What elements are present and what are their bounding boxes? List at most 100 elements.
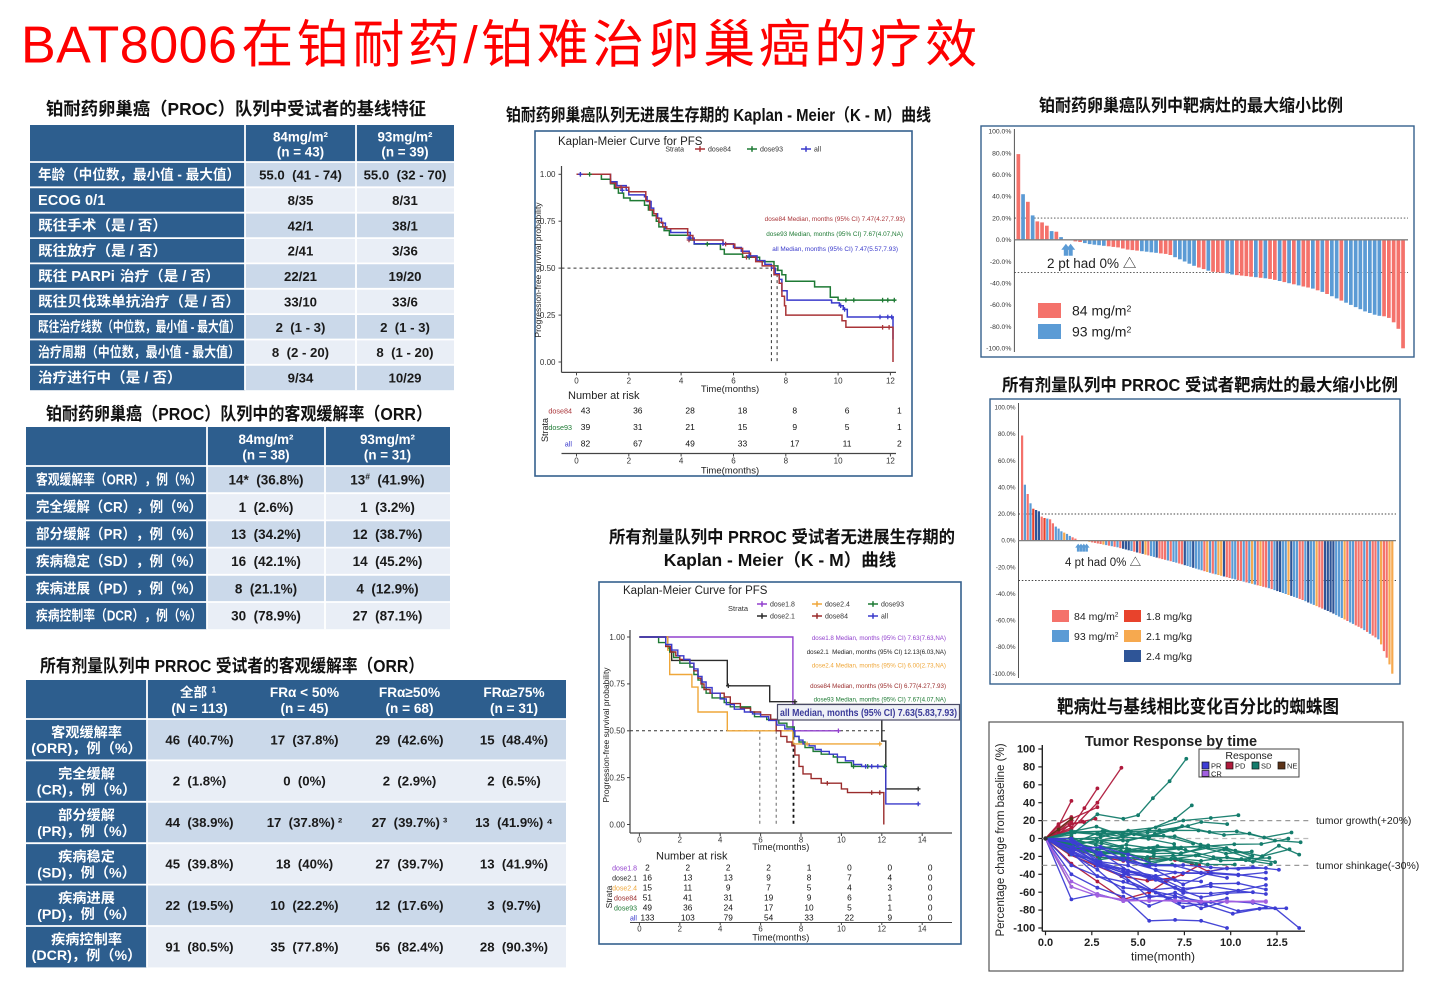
svg-text:3/36: 3/36 (392, 244, 418, 259)
svg-text:Strata: Strata (665, 147, 684, 154)
svg-text:-20: -20 (1019, 851, 1035, 863)
svg-text:2: 2 (1127, 325, 1132, 335)
svg-text:0.50: 0.50 (609, 727, 625, 736)
svg-text:10: 10 (804, 903, 814, 913)
svg-text:/: / (463, 17, 481, 75)
svg-text:/: / (140, 370, 152, 386)
svg-text:PRROC: PRROC (723, 527, 791, 547)
svg-text:Progression-free survival prob: Progression-free survival probability (601, 667, 611, 803)
svg-text:-: - (188, 318, 197, 335)
svg-text:%: % (115, 741, 128, 757)
svg-text:³: ³ (443, 815, 448, 830)
svg-text:13 (41.9%): 13 (41.9%) (475, 815, 543, 830)
svg-text:Strata: Strata (540, 418, 550, 442)
svg-text:10: 10 (837, 925, 846, 934)
svg-text:0: 0 (928, 903, 933, 913)
svg-text:46 (40.7%): 46 (40.7%) (165, 732, 233, 747)
svg-text:8/31: 8/31 (392, 193, 418, 208)
svg-text:17 (37.8%): 17 (37.8%) (270, 732, 338, 747)
svg-text:PRROC: PRROC (150, 656, 216, 676)
svg-text:17 (37.8%): 17 (37.8%) (267, 815, 335, 830)
svg-text:1: 1 (897, 422, 902, 432)
svg-text:time(month): time(month) (1131, 950, 1195, 964)
svg-text:93mg/m²: 93mg/m² (377, 130, 433, 145)
svg-text:dose84: dose84 (548, 407, 572, 416)
svg-text:dose93 Median, months (95% CI): dose93 Median, months (95% CI) 7.67(4.07… (766, 231, 903, 238)
svg-text:33/6: 33/6 (392, 294, 418, 309)
svg-text:20.0%: 20.0% (992, 215, 1011, 222)
svg-text:45 (39.8%): 45 (39.8%) (165, 857, 233, 872)
svg-text:12: 12 (886, 376, 895, 385)
svg-text:8 (1 - 20): 8 (1 - 20) (376, 345, 433, 360)
svg-text:Kaplan - Meier: Kaplan - Meier (729, 106, 835, 125)
svg-text:Number at risk: Number at risk (656, 851, 728, 863)
svg-text:FRα≥75%: FRα≥75% (483, 685, 544, 700)
svg-text:all Median, months (95% CI) 7.: all Median, months (95% CI) 7.63(5.83,7.… (780, 708, 957, 719)
svg-text:2: 2 (627, 376, 632, 385)
svg-text:1 (3.2%): 1 (3.2%) (360, 500, 415, 515)
svg-text:Time(months): Time(months) (752, 933, 809, 943)
svg-text:84mg/m²: 84mg/m² (273, 130, 329, 145)
svg-text:²: ² (338, 815, 343, 830)
svg-text:%: % (109, 907, 122, 923)
svg-text:Time(months): Time(months) (752, 842, 809, 852)
svg-text:2: 2 (766, 863, 771, 873)
svg-text:6: 6 (845, 406, 850, 416)
svg-text:ORR: ORR (380, 404, 416, 424)
svg-text:PD: PD (104, 580, 123, 597)
svg-text:5: 5 (807, 883, 812, 893)
svg-text:54: 54 (764, 913, 774, 923)
svg-text:4 (12.9%): 4 (12.9%) (356, 581, 418, 596)
svg-text:(n = 68): (n = 68) (386, 701, 434, 716)
svg-text:⁴: ⁴ (546, 815, 553, 830)
svg-text:NE: NE (1287, 762, 1297, 771)
svg-text:0: 0 (1029, 833, 1035, 845)
svg-text:67: 67 (633, 439, 643, 449)
svg-text:2 pt had 0%: 2 pt had 0% (1047, 256, 1123, 271)
svg-text:8: 8 (799, 925, 803, 934)
svg-text:dose84 Median, months (95% CI): dose84 Median, months (95% CI) 6.77(4.27… (810, 683, 946, 690)
svg-text:tumor growth(+20%): tumor growth(+20%) (1316, 815, 1411, 827)
svg-text:14 (45.2%): 14 (45.2%) (353, 554, 423, 569)
svg-text:16: 16 (643, 873, 653, 883)
svg-text:40.0%: 40.0% (998, 485, 1016, 492)
svg-text:all: all (814, 147, 821, 154)
svg-text:9: 9 (792, 422, 797, 432)
svg-text:18 (40%): 18 (40%) (276, 857, 333, 872)
svg-text:82: 82 (581, 439, 591, 449)
svg-text:0.25: 0.25 (609, 773, 625, 782)
svg-text:51: 51 (643, 893, 653, 903)
svg-text:dose2.1: dose2.1 (612, 876, 637, 883)
svg-text:2.1 mg/kg: 2.1 mg/kg (1146, 631, 1192, 643)
svg-text:31: 31 (724, 893, 734, 903)
svg-text:2: 2 (678, 836, 682, 845)
svg-text:(PD): (PD) (37, 907, 66, 923)
svg-text:1: 1 (887, 893, 892, 903)
svg-text:dose84 Median, months (95% CI): dose84 Median, months (95% CI) 7.47(4.27… (765, 216, 905, 223)
svg-text:all: all (881, 614, 888, 621)
svg-text:27 (39.7%): 27 (39.7%) (375, 857, 443, 872)
svg-text:0: 0 (928, 883, 933, 893)
svg-text:0: 0 (928, 863, 933, 873)
svg-text:-100: -100 (1013, 923, 1035, 935)
svg-text:27 (39.7%): 27 (39.7%) (372, 815, 440, 830)
svg-text:13: 13 (350, 473, 366, 488)
svg-text:12.5: 12.5 (1266, 937, 1287, 949)
svg-text:(CR): (CR) (37, 783, 67, 799)
svg-text:60.0%: 60.0% (992, 172, 1011, 179)
svg-text:0.00: 0.00 (609, 820, 625, 829)
svg-text:Number at risk: Number at risk (568, 390, 640, 402)
svg-text:PD: PD (1235, 762, 1246, 771)
svg-text:2: 2 (627, 457, 632, 466)
svg-text:10 (22.2%): 10 (22.2%) (270, 898, 338, 913)
svg-text:0: 0 (637, 836, 642, 845)
svg-text:14* (36.8%): 14* (36.8%) (228, 473, 303, 488)
svg-text:2 (1 - 3): 2 (1 - 3) (276, 320, 326, 335)
svg-text:2 (6.5%): 2 (6.5%) (487, 774, 541, 789)
svg-text:0.75: 0.75 (609, 680, 625, 689)
svg-text:Time(months): Time(months) (701, 466, 759, 477)
svg-text:Response: Response (1225, 750, 1272, 762)
svg-text:all: all (630, 916, 637, 923)
svg-text:1: 1 (897, 406, 902, 416)
svg-text:%: % (177, 498, 189, 515)
